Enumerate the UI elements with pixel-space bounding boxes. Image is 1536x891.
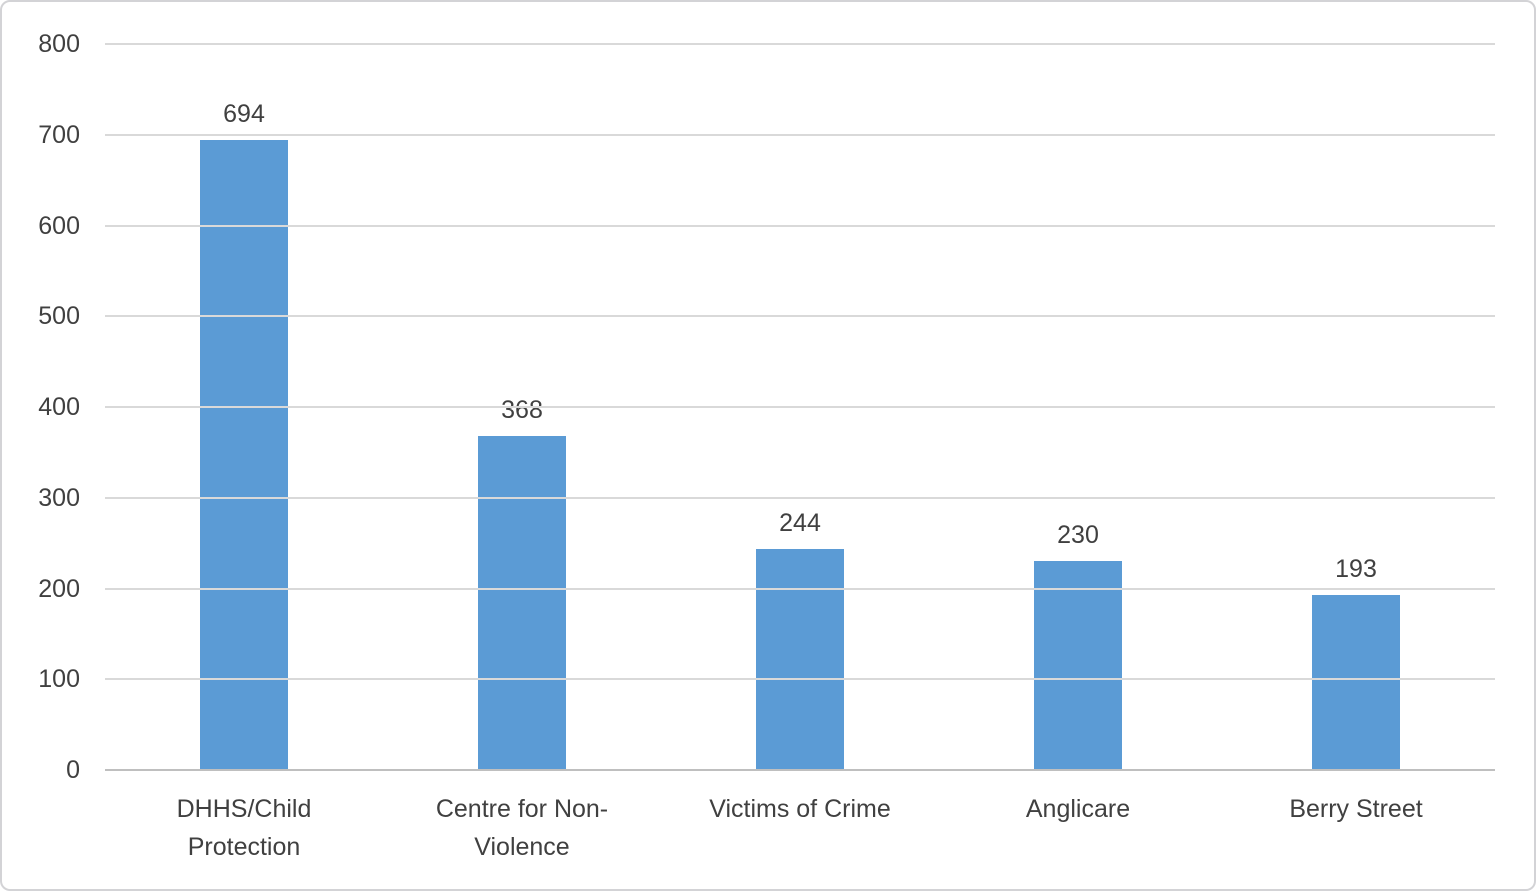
x-axis-category-label: Anglicare bbox=[939, 790, 1217, 866]
gridline bbox=[105, 224, 1495, 227]
gridline bbox=[105, 406, 1495, 408]
x-axis-category-label: DHHS/Child Protection bbox=[105, 790, 383, 866]
bar-anglicare bbox=[1034, 561, 1122, 770]
y-axis-tick-label: 600 bbox=[38, 211, 80, 240]
x-axis-category-label-line: Anglicare bbox=[1025, 795, 1131, 823]
y-axis: 0 100 200 300 400 500 600 700 800 bbox=[2, 30, 80, 784]
x-axis-category-label-line: Violence bbox=[474, 833, 570, 861]
x-axis-category-label-line: Protection bbox=[187, 833, 301, 861]
x-axis: DHHS/Child Protection Centre for Non- Viole… bbox=[105, 790, 1495, 866]
gridline bbox=[105, 43, 1495, 45]
y-axis-tick-label: 100 bbox=[38, 665, 80, 694]
gridline bbox=[105, 678, 1495, 681]
bar-series: 694 368 244 230 193 bbox=[105, 44, 1495, 770]
gridline bbox=[105, 315, 1495, 318]
y-axis-tick-label: 800 bbox=[38, 30, 80, 58]
bar-column: 230 bbox=[939, 44, 1217, 770]
bar-column: 694 bbox=[105, 44, 383, 770]
gridline bbox=[105, 587, 1495, 590]
bar-berry-street bbox=[1312, 594, 1400, 770]
y-axis-tick-label: 500 bbox=[38, 302, 80, 331]
plot-area: 694 368 244 230 193 bbox=[105, 43, 1495, 771]
bar-value-label: 694 bbox=[223, 100, 265, 129]
y-axis-tick-label: 400 bbox=[38, 393, 80, 421]
gridline bbox=[105, 496, 1495, 499]
bar-centre-for-non-violence bbox=[478, 436, 566, 770]
x-axis-category-label: Victims of Crime bbox=[661, 790, 939, 866]
bar-dhhs-child-protection bbox=[200, 140, 288, 770]
bar-value-label: 244 bbox=[779, 508, 821, 537]
y-axis-tick-label: 0 bbox=[66, 756, 80, 784]
x-axis-category-label: Berry Street bbox=[1217, 790, 1495, 866]
bar-value-label: 230 bbox=[1057, 521, 1099, 550]
x-axis-category-label-line: DHHS/Child bbox=[176, 795, 312, 823]
y-axis-tick-label: 300 bbox=[38, 483, 80, 512]
x-axis-line bbox=[105, 769, 1495, 771]
bar-value-label: 368 bbox=[501, 396, 543, 425]
y-axis-tick-label: 200 bbox=[38, 574, 80, 603]
bar-victims-of-crime bbox=[756, 548, 844, 770]
bar-column: 193 bbox=[1217, 44, 1495, 770]
bar-column: 244 bbox=[661, 44, 939, 770]
x-axis-category-label-line: Berry Street bbox=[1289, 795, 1423, 823]
x-axis-category-label-line: Victims of Crime bbox=[709, 795, 891, 823]
bar-value-label: 193 bbox=[1335, 554, 1377, 583]
gridline bbox=[105, 133, 1495, 136]
bar-column: 368 bbox=[383, 44, 661, 770]
y-axis-tick-label: 700 bbox=[38, 120, 80, 149]
x-axis-category-label: Centre for Non- Violence bbox=[383, 790, 661, 866]
x-axis-category-label-line: Centre for Non- bbox=[435, 795, 609, 823]
